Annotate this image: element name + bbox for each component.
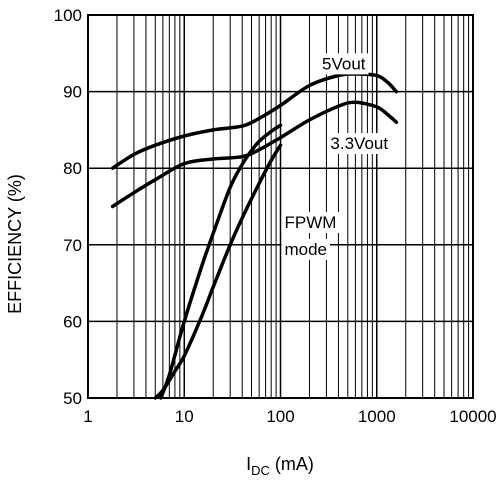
- annotation-background: [327, 133, 392, 155]
- series-line-1: [110, 100, 399, 209]
- plot-frame: [87, 14, 474, 399]
- x-axis-label: IDC (mA): [246, 454, 314, 478]
- y-tick-label: 90: [63, 83, 82, 102]
- x-tick-label: 1: [83, 407, 92, 426]
- y-tick-label: 80: [63, 159, 82, 178]
- annotation-background: [281, 238, 331, 260]
- annotation-label: FPWM: [284, 213, 336, 232]
- series-group: [110, 72, 399, 400]
- annotation-background: [281, 211, 340, 233]
- y-axis-label: EFFICIENCY (%): [5, 174, 25, 314]
- x-tick-label: 100: [266, 407, 294, 426]
- x-axis-label-subscript: DC: [251, 463, 270, 478]
- annotations: 5Vout 3.3Vout FPWM mode: [281, 53, 392, 260]
- grid: [87, 14, 474, 399]
- series-line-3: [153, 143, 283, 400]
- y-tick-label: 50: [63, 389, 82, 408]
- annotation-label: mode: [284, 240, 327, 259]
- tick-labels: 1 10 100 1000 10000 50 60 70 80 90 100: [54, 6, 497, 426]
- y-tick-label: 60: [63, 312, 82, 331]
- x-tick-label: 1000: [358, 407, 396, 426]
- annotation-background: [319, 53, 369, 75]
- series-line-0: [110, 72, 399, 170]
- x-tick-label: 10000: [449, 407, 496, 426]
- y-tick-label: 70: [63, 236, 82, 255]
- x-axis-label-main: I: [246, 454, 251, 474]
- x-tick-label: 10: [175, 407, 194, 426]
- y-tick-label: 100: [54, 6, 82, 25]
- annotation-label: 3.3Vout: [330, 134, 388, 153]
- series-line-2: [159, 123, 283, 400]
- annotation-label: 5Vout: [322, 54, 366, 73]
- x-axis-label-unit: (mA): [270, 454, 314, 474]
